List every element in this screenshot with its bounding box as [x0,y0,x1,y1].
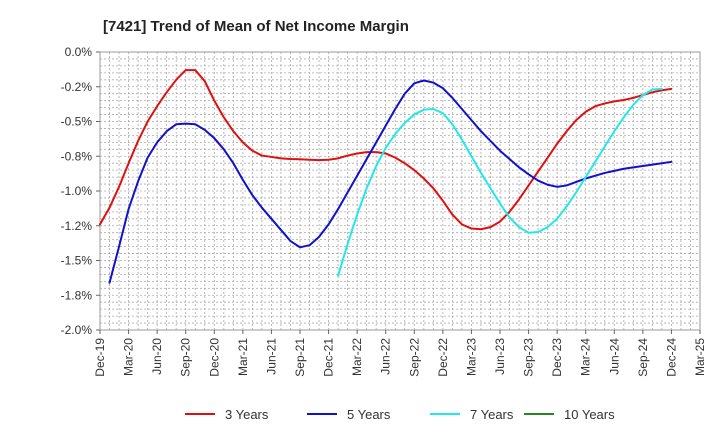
x-tick-label: Mar-23 [464,338,478,376]
x-tick-label: Mar-25 [693,338,707,376]
y-tick-label: -1.0% [61,184,93,198]
y-axis: 0.0% -0.2% -0.5% -0.8% -1.0% -1.2% -1.5% -1.8% -… [61,45,100,337]
series-group [99,69,673,284]
x-tick-label: Sep-20 [179,338,193,377]
x-tick-label: Dec-22 [436,338,450,377]
x-tick-label: Dec-21 [322,338,336,377]
x-tick-label: Mar-22 [350,338,364,376]
y-tick-label: -1.8% [61,288,93,302]
legend-label-10-years: 10 Years [564,407,615,422]
x-tick-label: Jun-21 [264,338,278,375]
x-tick-label: Dec-24 [664,338,678,377]
y-tick-label: -1.2% [61,219,93,233]
x-tick-label: Sep-21 [293,338,307,377]
legend-label-5-years: 5 Years [347,407,391,422]
x-tick-label: Jun-20 [150,338,164,375]
x-tick-label: Mar-20 [122,338,136,376]
x-tick-label: Sep-24 [636,338,650,377]
grid-lines [100,52,700,330]
x-tick-label: Mar-24 [579,338,593,376]
x-tick-label: Mar-21 [236,338,250,376]
legend-label-7-years: 7 Years [470,407,514,422]
x-axis: Dec-19 Mar-20 Jun-20 Sep-20 Dec-20 Mar-21 Jun-… [93,330,707,377]
legend-label-3-years: 3 Years [225,407,269,422]
x-tick-label: Sep-22 [407,338,421,377]
y-tick-label: -0.2% [61,80,93,94]
series-line-5-years [108,79,673,284]
x-tick-label: Dec-19 [93,338,107,377]
y-tick-label: -1.5% [61,254,93,268]
y-tick-label: -0.5% [61,115,93,129]
y-tick-label: 0.0% [65,45,93,59]
legend: 3 Years 5 Years 7 Years 10 Years [185,407,615,422]
chart-title: [7421] Trend of Mean of Net Income Margi… [103,18,409,35]
series-line-3-years [99,69,673,231]
series-line-7-years [337,87,663,277]
x-tick-label: Jun-23 [493,338,507,375]
y-tick-label: -0.8% [61,149,93,163]
x-tick-label: Dec-23 [550,338,564,377]
x-tick-label: Dec-20 [207,338,221,377]
x-tick-label: Sep-23 [522,338,536,377]
x-tick-label: Jun-24 [607,338,621,375]
x-tick-label: Jun-22 [379,338,393,375]
y-tick-label: -2.0% [61,323,93,337]
